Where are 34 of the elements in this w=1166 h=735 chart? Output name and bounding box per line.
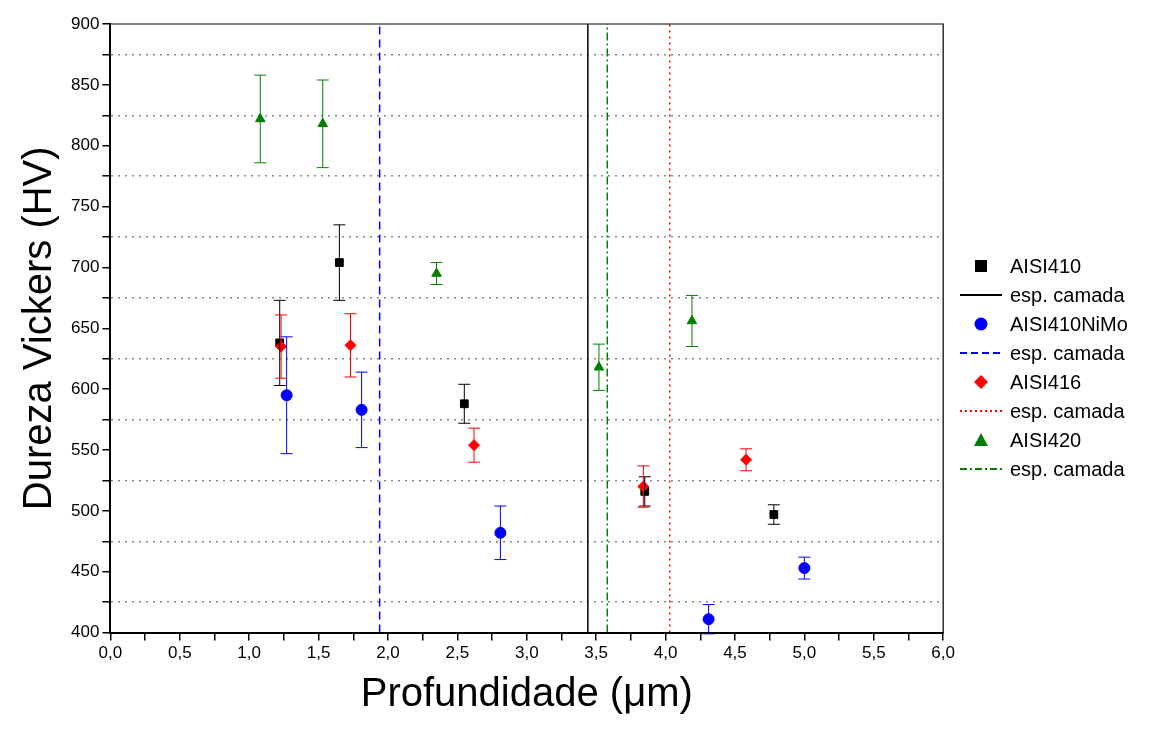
x-tick-label: 4,0 xyxy=(653,643,678,663)
y-tick-label: 900 xyxy=(70,13,100,33)
x-tick-label: 4,5 xyxy=(723,643,747,663)
y-tick-label: 850 xyxy=(70,74,100,94)
legend-label: esp. camada xyxy=(1010,399,1125,423)
legend-label: esp. camada xyxy=(1010,341,1125,365)
y-tick-label: 450 xyxy=(70,561,100,581)
legend-label: esp. camada xyxy=(1010,457,1125,481)
legend-label: AISI420 xyxy=(1010,428,1082,452)
legend-label: AISI410 xyxy=(1010,254,1082,278)
y-tick-label: 500 xyxy=(70,500,100,520)
x-tick-label: 1,0 xyxy=(237,643,261,663)
y-tick-label: 800 xyxy=(70,135,100,155)
x-tick-label: 0,0 xyxy=(98,643,123,663)
x-tick-label: 1,5 xyxy=(306,643,331,663)
y-axis-title: Dureza Vickers (HV) xyxy=(15,146,60,511)
x-tick-label: 3,5 xyxy=(584,643,608,663)
x-axis-title: Profundidade (μm) xyxy=(360,670,693,715)
x-tick-label: 5,0 xyxy=(792,643,817,663)
x-tick-label: 2,5 xyxy=(445,643,470,663)
legend-label: esp. camada xyxy=(1010,283,1125,307)
x-tick-label: 2,0 xyxy=(376,643,400,663)
x-tick-label: 0,5 xyxy=(167,643,192,663)
y-tick-label: 600 xyxy=(70,378,100,398)
y-tick-label: 650 xyxy=(70,317,100,337)
x-tick-label: 6,0 xyxy=(931,643,955,663)
legend-label: AISI410NiMo xyxy=(1010,312,1128,336)
y-tick-label: 750 xyxy=(70,196,100,216)
x-tick-label: 5,5 xyxy=(861,643,886,663)
legend-label: AISI416 xyxy=(1010,370,1082,394)
y-tick-label: 700 xyxy=(70,257,100,277)
x-tick-label: 3,0 xyxy=(514,643,539,663)
y-tick-label: 550 xyxy=(70,439,100,459)
y-tick-label: 400 xyxy=(70,622,100,642)
